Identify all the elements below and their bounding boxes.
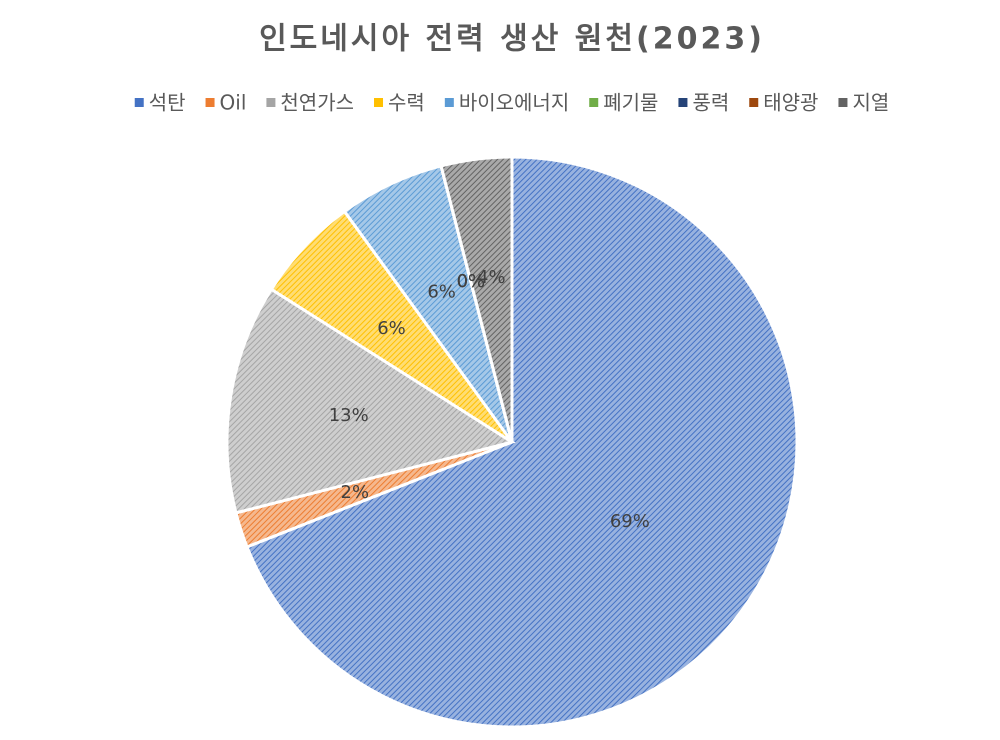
data-label: 0%: [457, 271, 486, 292]
legend-label: 지열: [852, 91, 889, 115]
pie-slice: [225, 287, 516, 515]
data-label: 13%: [329, 405, 369, 426]
legend-swatch: [838, 98, 848, 107]
legend-swatch: [749, 98, 759, 107]
legend-label: Oil: [220, 91, 247, 115]
data-label: 0%: [457, 271, 486, 292]
legend-label: 석탄: [149, 91, 186, 115]
legend-label: 태양광: [763, 91, 818, 115]
legend-label: 천연가스: [280, 91, 354, 115]
legend-label: 바이오에너지: [459, 91, 569, 115]
legend-label: 폐기물: [603, 91, 658, 115]
legend-swatch: [444, 98, 454, 107]
data-label: 0%: [457, 271, 486, 292]
data-label: 4%: [477, 267, 506, 288]
data-label: 6%: [377, 318, 406, 339]
legend-label: 수력: [388, 91, 425, 115]
pie-slice: [439, 155, 514, 443]
legend: 석탄 Oil 천연가스 수력 바이오에너지 폐기물 풍력 태양광 지열: [134, 91, 889, 115]
legend-swatch: [134, 98, 144, 107]
data-label: 2%: [341, 482, 370, 503]
legend-swatch: [266, 98, 276, 107]
chart-title: 인도네시아 전력 생산 원천(2023): [259, 22, 765, 57]
legend-swatch: [678, 98, 688, 107]
legend-swatch: [205, 98, 215, 107]
legend-label: 풍력: [692, 91, 729, 115]
pie-slice: [245, 155, 799, 729]
data-label: 6%: [427, 281, 456, 302]
data-label: 69%: [610, 511, 650, 532]
data-labels: 69%2%13%6%6%0%0%0%4%: [329, 267, 650, 532]
pie: [225, 155, 799, 729]
legend-swatch: [589, 98, 599, 107]
legend-swatch: [374, 98, 384, 107]
